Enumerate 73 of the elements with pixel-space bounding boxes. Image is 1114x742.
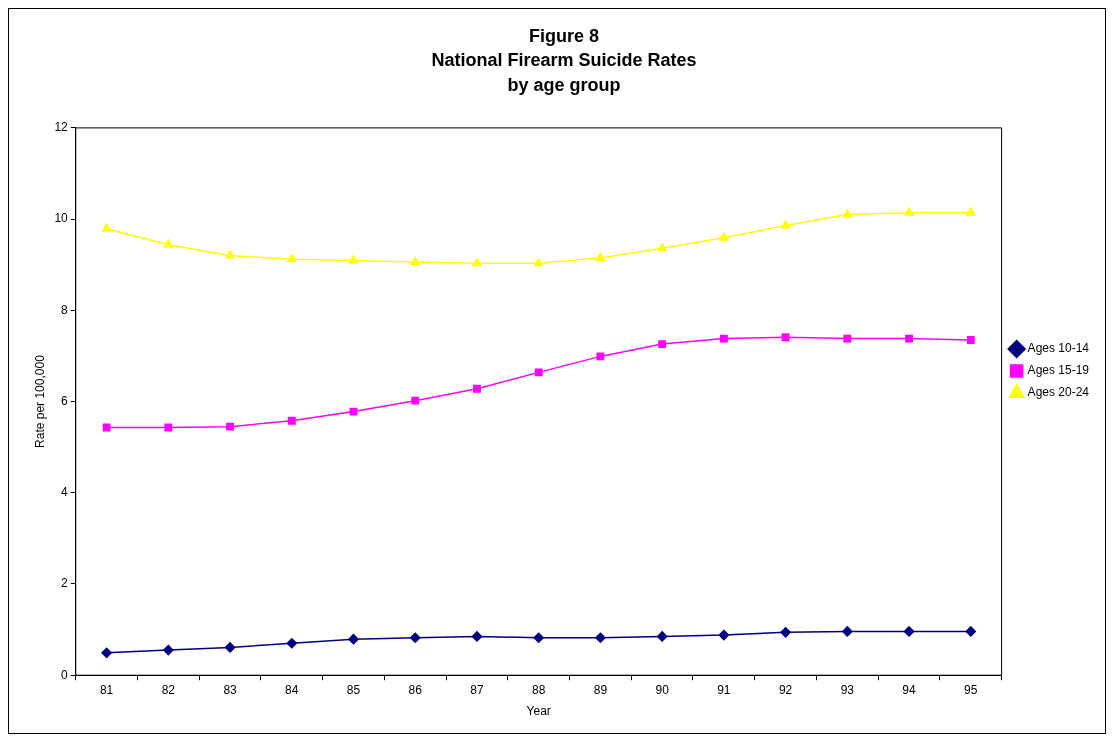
point [903,626,915,637]
point [534,258,544,267]
y-tick-label: 10 [54,211,69,226]
x-tick-label: 86 [408,682,423,697]
point [780,220,791,229]
point [101,647,112,659]
point [595,252,606,261]
point [287,254,297,263]
x-tick-label: 88 [532,682,546,697]
y-tick-label: 12 [54,120,69,135]
point [348,633,359,645]
point [965,626,977,637]
x-tick-label: 81 [99,682,114,697]
x-tick-label: 92 [778,682,793,697]
point [286,638,298,649]
point [719,232,729,241]
x-tick-label: 87 [470,682,484,697]
x-tick-label: 95 [964,682,978,697]
y-tick-label: 0 [61,667,69,682]
y-tick-label: 2 [61,576,69,591]
x-tick-label: 93 [840,682,855,697]
point [533,632,544,644]
point [905,334,913,343]
point [595,632,606,644]
y-tick-label: 6 [61,393,69,408]
y-tick-label: 4 [61,485,69,500]
point [842,626,853,637]
point [656,631,668,642]
point [473,384,481,393]
point [163,239,173,248]
point [349,407,358,416]
point [287,416,296,425]
point [411,396,420,405]
point [101,223,112,232]
point [904,207,914,216]
point [102,423,111,432]
point [226,422,234,431]
point [596,352,605,361]
x-tick-label: 84 [285,682,299,697]
point [472,258,482,267]
point [657,243,667,252]
x-tick-label: 90 [655,682,670,697]
point [658,340,667,349]
point [224,642,236,653]
x-axis-title: Year [526,704,551,719]
x-tick-label: 91 [717,682,731,697]
chart-title: Figure 8 National Firearm Suicide Rates by age group [431,26,697,95]
legend-label: Ages 20-24 [1027,385,1090,400]
point [719,334,728,343]
x-tick-label: 82 [161,682,176,697]
legend-label: Ages 10-14 [1027,341,1090,356]
point [534,368,543,377]
point [843,334,852,343]
point [164,423,173,432]
y-axis-title: Rate per 100,000 [32,354,47,448]
point [410,256,420,265]
point [163,644,174,656]
point [225,250,235,259]
legend-label: Ages 15-19 [1027,363,1090,378]
x-tick-label: 83 [223,682,238,697]
point [348,255,359,264]
point [409,632,421,644]
point [966,336,975,344]
y-tick-label: 8 [61,302,69,317]
point [471,631,483,642]
x-tick-label: 89 [593,682,608,697]
point [966,207,976,216]
point [718,629,730,641]
point [842,209,852,218]
point [780,627,791,638]
point [781,333,790,342]
x-tick-label: 85 [346,682,361,697]
x-tick-label: 94 [902,682,917,697]
